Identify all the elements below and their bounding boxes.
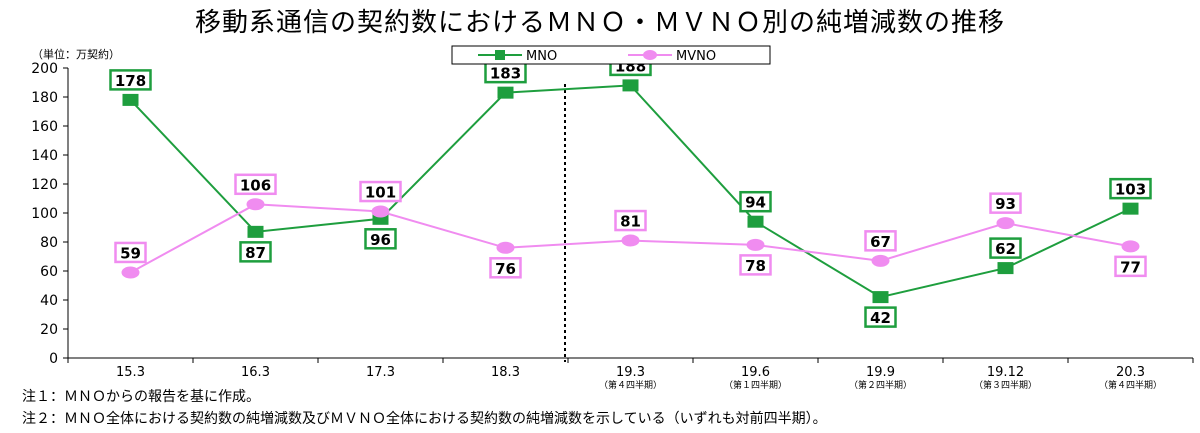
x-tick-label: 19.3 — [616, 365, 645, 380]
data-label-mno: 103 — [1115, 181, 1146, 199]
mvno-point — [621, 234, 640, 247]
x-tick-label: 18.3 — [491, 365, 520, 380]
y-tick-label: 120 — [31, 177, 58, 193]
mvno-point — [746, 238, 765, 251]
data-label-box-mvno — [114, 241, 147, 264]
y-tick-label: 100 — [31, 206, 58, 222]
mno-point — [497, 86, 514, 99]
mvno-point — [246, 198, 265, 211]
y-tick-label: 60 — [40, 264, 58, 280]
data-label-mvno: 77 — [1120, 258, 1141, 276]
y-tick-label: 180 — [31, 90, 58, 106]
x-tick-label: 19.12 — [987, 365, 1024, 380]
data-label-mvno: 78 — [745, 257, 766, 275]
data-label-mno: 62 — [995, 240, 1016, 258]
mvno-point — [496, 241, 515, 254]
data-label-box-mvno — [989, 192, 1022, 214]
data-label-mvno: 76 — [495, 260, 516, 278]
x-sublabel: （第３四半期） — [974, 379, 1037, 391]
mvno-point — [121, 266, 140, 279]
data-label-mno: 96 — [370, 231, 391, 249]
data-label-box-mno — [364, 228, 397, 250]
data-label-mvno: 101 — [365, 184, 396, 202]
data-label-mvno: 67 — [870, 233, 891, 251]
y-tick-label: 200 — [31, 61, 58, 77]
note-1: 注１：ＭＮＯからの報告を基に作成。 — [22, 389, 260, 405]
data-label-box-mno — [739, 190, 772, 213]
mno-point — [997, 262, 1014, 275]
x-sublabel: （第４四半期） — [599, 379, 662, 391]
mvno-point — [1121, 240, 1140, 253]
data-label-box-mvno — [864, 230, 897, 252]
data-label-box-mvno — [1114, 255, 1147, 278]
y-tick-label: 140 — [31, 148, 58, 164]
x-tick-label: 15.3 — [116, 365, 145, 380]
data-label-mno: 94 — [745, 194, 766, 212]
unit-label: （単位：万契約） — [32, 47, 120, 61]
mvno-point — [871, 254, 890, 267]
x-tick-label: 19.6 — [741, 365, 770, 380]
data-label-box-mvno — [489, 257, 522, 279]
y-tick-label: 20 — [40, 322, 58, 338]
x-tick-label: 16.3 — [241, 365, 270, 380]
mvno-point — [371, 205, 390, 218]
y-tick-label: 160 — [31, 119, 58, 135]
data-label-mvno: 93 — [995, 195, 1016, 213]
x-tick-label: 19.9 — [866, 365, 895, 380]
legend — [451, 45, 771, 65]
mno-point — [872, 291, 889, 304]
y-tick-label: 0 — [49, 351, 58, 367]
data-label-mvno: 81 — [620, 213, 641, 231]
data-label-box-mvno — [234, 173, 277, 196]
data-label-box-mno — [989, 237, 1022, 259]
x-sublabel: （第１四半期） — [724, 379, 787, 391]
data-label-mno: 87 — [245, 244, 266, 262]
data-label-mno: 183 — [490, 65, 521, 83]
data-label-box-mvno — [739, 254, 772, 276]
mno-point — [247, 225, 264, 238]
data-label-box-mno — [109, 69, 152, 91]
x-tick-label: 17.3 — [366, 365, 395, 380]
mno-point — [1122, 202, 1139, 215]
data-label-box-mno — [239, 241, 272, 263]
x-sublabel: （第２四半期） — [849, 379, 912, 391]
series-line-mno — [129, 84, 1131, 299]
legend-label-mvno: MVNO — [676, 49, 716, 64]
data-label-mvno: 106 — [240, 176, 271, 194]
mno-point — [622, 79, 639, 92]
data-label-mno: 42 — [870, 309, 891, 327]
chart-title: 移動系通信の契約数におけるＭＮＯ・ＭＶＮＯ別の純増減数の推移 — [194, 8, 1005, 38]
mno-point — [747, 215, 764, 228]
x-sublabel: （第４四半期） — [1099, 379, 1162, 391]
mno-point — [122, 93, 139, 106]
y-tick-label: 40 — [40, 293, 58, 309]
x-tick-label: 20.3 — [1116, 365, 1145, 380]
data-label-box-mvno — [614, 209, 647, 232]
legend-label-mno: MNO — [526, 49, 557, 64]
y-tick-label: 80 — [40, 235, 58, 251]
mvno-point — [996, 217, 1015, 230]
data-label-mvno: 59 — [120, 244, 141, 262]
data-label-box-mvno — [359, 180, 402, 203]
note-2: 注２：ＭＮＯ全体における契約数の純増減数及びＭＶＮＯ全体における契約数の純増減数… — [22, 411, 827, 427]
legend-marker-mvno — [643, 50, 657, 60]
data-label-mno: 178 — [115, 72, 146, 90]
legend-marker-mno — [495, 50, 505, 60]
data-label-box-mno — [1109, 177, 1152, 200]
data-label-box-mno — [864, 306, 897, 328]
